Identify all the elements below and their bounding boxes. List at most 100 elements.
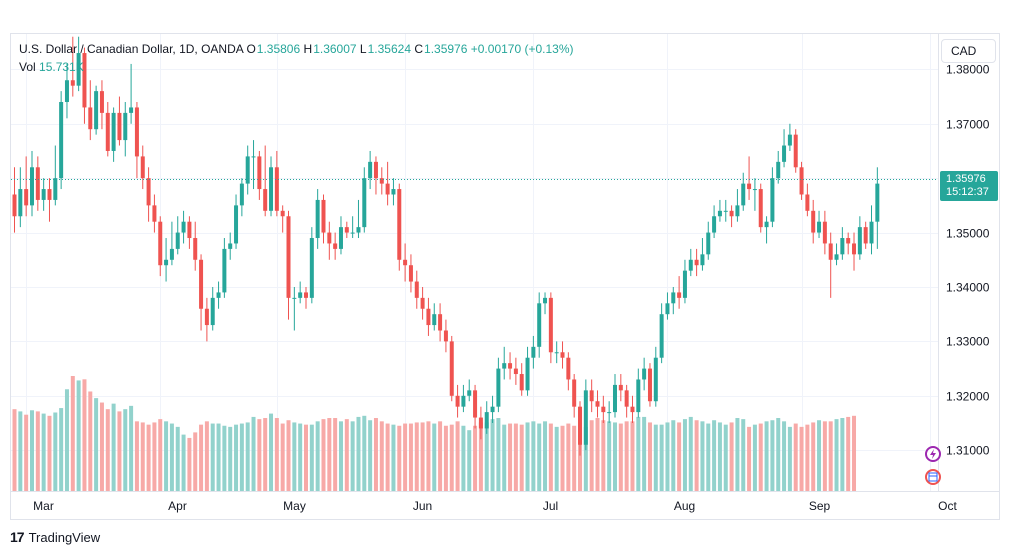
candle-body [59, 102, 64, 179]
time-axis[interactable]: Mar Apr May Jun Jul Aug Sep Oct [33, 499, 957, 513]
candles [12, 36, 880, 456]
candle-body [216, 292, 221, 298]
volume-bar [397, 425, 402, 491]
candle-body [473, 390, 478, 418]
volume-bar [811, 422, 816, 491]
volume-bar [595, 418, 600, 491]
volume-bar [309, 424, 314, 491]
volume-bar [519, 424, 524, 491]
volume-bar [543, 421, 548, 491]
candle-body [397, 189, 402, 260]
tradingview-logo-text: TradingView [28, 529, 101, 545]
volume-bar [94, 398, 99, 491]
candle-body [822, 221, 827, 244]
volume-bar [752, 424, 757, 491]
candle-body [181, 221, 186, 233]
candle-body [723, 210, 728, 212]
candle-body [70, 80, 75, 86]
candle-body [671, 292, 676, 304]
volume-bar [181, 434, 186, 491]
candle-body [315, 199, 320, 239]
candle-body [245, 156, 250, 184]
candle-body [274, 167, 279, 211]
volume-bar [840, 418, 845, 491]
bar-countdown: 15:12:37 [946, 186, 989, 199]
volume-bar [723, 424, 728, 491]
calendar-icon[interactable] [925, 469, 941, 485]
volume-bar [379, 421, 384, 491]
volume-bar [828, 421, 833, 491]
volume-bar [414, 422, 419, 491]
volume-bars [12, 376, 857, 491]
candle-body [811, 210, 816, 233]
volume-bar [566, 423, 571, 491]
candle-body [333, 243, 338, 249]
volume-bar [368, 420, 373, 491]
candle-body [455, 395, 460, 407]
indicator-icon[interactable] [925, 446, 941, 462]
volume-label[interactable]: Vol [19, 60, 36, 74]
candle-body [782, 145, 787, 162]
volume-bar [315, 421, 320, 491]
grid [11, 34, 938, 491]
price-axis[interactable]: 1.380001.370001.360001.350001.340001.330… [946, 63, 990, 458]
candle-body [461, 395, 466, 407]
candle-body [298, 292, 303, 298]
volume-bar [508, 423, 513, 491]
candle-body [12, 194, 17, 217]
volume-bar [350, 421, 355, 491]
candle-body [344, 227, 349, 233]
candle-body [29, 167, 34, 206]
candle-body [426, 308, 431, 326]
candle-body [146, 178, 151, 206]
candle-body [420, 297, 425, 309]
price-tick-label: 1.35000 [946, 227, 990, 241]
candle-body [111, 112, 116, 151]
volume-bar [222, 425, 227, 491]
high-value: 1.36007 [313, 42, 357, 56]
candle-body [857, 227, 862, 255]
symbol-title[interactable]: U.S. Dollar / Canadian Dollar, 1D, OANDA [19, 42, 244, 56]
tradingview-logo[interactable]: 17 TradingView [10, 529, 100, 545]
candle-body [362, 178, 367, 228]
volume-bar [682, 419, 687, 491]
close-value: 1.35976 [424, 42, 468, 56]
candle-body [391, 189, 396, 195]
volume-bar [385, 423, 390, 491]
volume-bar [846, 416, 851, 491]
volume-bar [735, 418, 740, 491]
candle-body [747, 183, 752, 190]
candle-body [682, 270, 687, 298]
volume-bar [403, 423, 408, 491]
time-tick-label: Mar [33, 499, 54, 513]
candle-body [350, 232, 355, 234]
candle-body [508, 363, 513, 369]
candle-body [712, 216, 717, 233]
volume-bar [630, 421, 635, 491]
candle-body [601, 406, 606, 413]
volume-bar [717, 422, 722, 491]
volume-bar [770, 420, 775, 491]
candle-body [717, 210, 722, 217]
candle-body [24, 189, 29, 206]
candle-body [432, 314, 437, 326]
volume-bar [193, 432, 198, 491]
candle-body [805, 194, 810, 211]
candle-body [554, 352, 559, 354]
price-tick-label: 1.32000 [946, 390, 990, 404]
candle-body [531, 346, 536, 358]
candle-body [134, 107, 139, 157]
volume-bar [251, 416, 256, 491]
volume-bar [41, 413, 46, 491]
currency-selector[interactable]: CAD [941, 39, 996, 63]
candle-body [543, 297, 548, 304]
candle-body [408, 265, 413, 282]
volume-bar [449, 424, 454, 491]
candle-body [338, 227, 343, 249]
volume-bar [88, 391, 93, 491]
volume-bar [706, 423, 711, 491]
candle-body [35, 167, 40, 200]
candle-body [636, 379, 641, 413]
volume-bar [286, 420, 291, 491]
